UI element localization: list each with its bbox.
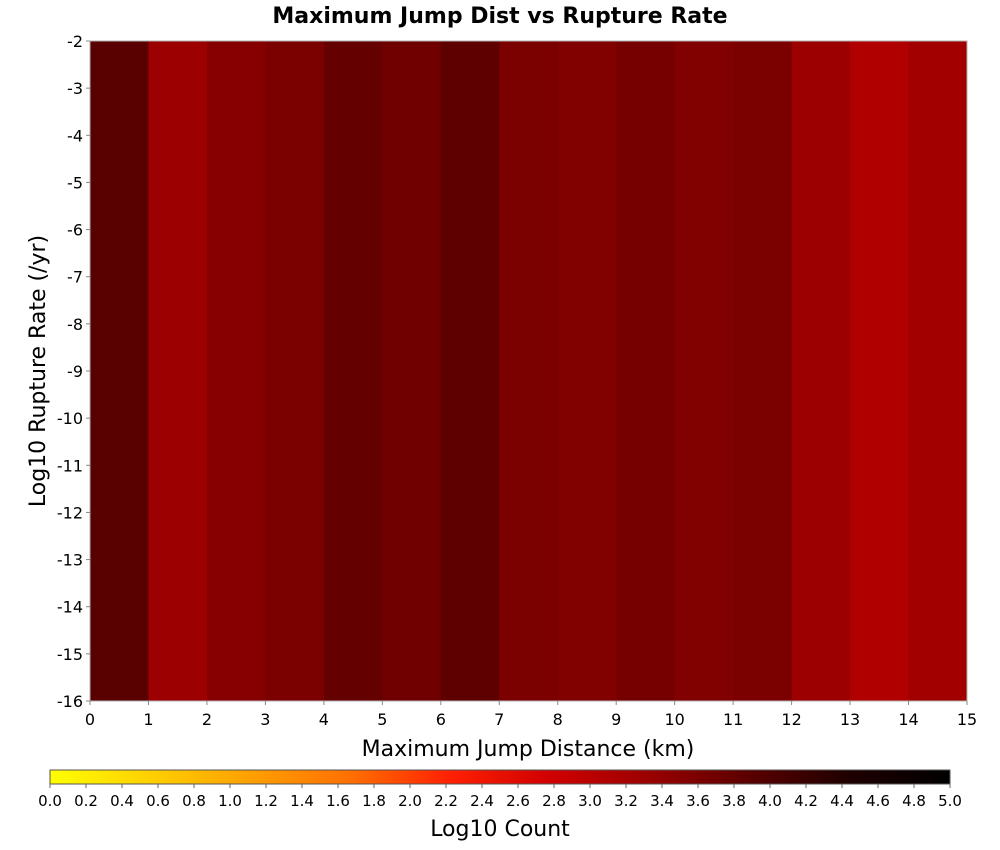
y-tick-label: -3 [67,79,83,98]
colorbar-tick-label: 3.0 [578,792,602,810]
colorbar-label: Log10 Count [430,817,570,842]
x-tick-label: 13 [840,710,860,729]
y-tick-label: -2 [67,32,83,51]
y-tick-label: -10 [57,409,83,428]
heatmap-cell [382,41,442,702]
heatmap-cell [499,41,559,702]
y-tick-label: -13 [57,551,83,570]
heatmap-cell [791,41,851,702]
x-tick-label: 1 [143,710,153,729]
colorbar-tick-label: 0.4 [110,792,134,810]
colorbar-tick-label: 5.0 [938,792,962,810]
heatmap-cell [323,41,383,702]
x-tick-label: 3 [260,710,270,729]
chart-title: Maximum Jump Dist vs Rupture Rate [272,4,727,29]
x-tick-label: 10 [664,710,684,729]
y-tick-label: -14 [57,598,83,617]
x-tick-label: 9 [611,710,621,729]
x-tick-label: 7 [494,710,504,729]
y-tick-label: -15 [57,645,83,664]
heatmap-cell [440,41,500,702]
colorbar-tick-label: 0.6 [146,792,170,810]
x-axis-label: Maximum Jump Distance (km) [362,737,695,762]
heatmap-cell [90,41,149,702]
y-tick-label: -16 [57,692,83,711]
heatmap-cell [908,41,968,702]
y-axis-label: Log10 Rupture Rate (/yr) [26,235,51,507]
x-tick-label: 0 [85,710,95,729]
colorbar-tick-label: 3.6 [686,792,710,810]
y-tick-label: -6 [67,221,83,240]
colorbar-tick-label: 0.8 [182,792,206,810]
y-tick-label: -11 [57,456,83,475]
y-tick-label: -4 [67,126,83,145]
x-tick-label: 5 [377,710,387,729]
x-axis-ticks: 0 1 2 3 4 5 6 7 8 9 10 11 12 13 14 15 [85,701,977,729]
colorbar-tick-label: 0.0 [38,792,62,810]
colorbar-tick-label: 1.0 [218,792,242,810]
x-tick-label: 8 [553,710,563,729]
heatmap-cell [557,41,617,702]
colorbar-tick-label: 4.4 [830,792,854,810]
heatmap-cell [148,41,208,702]
colorbar-ticks: 0.0 0.2 0.4 0.6 0.8 1.0 1.2 1.4 1.6 1.8 2.0 2.2 2.4 2… [38,784,962,810]
colorbar-tick-label: 1.2 [254,792,278,810]
colorbar-tick-label: 2.0 [398,792,422,810]
x-tick-label: 2 [202,710,212,729]
heatmap-cell [206,41,266,702]
colorbar-tick-label: 3.4 [650,792,674,810]
colorbar-tick-label: 3.8 [722,792,746,810]
colorbar-tick-label: 4.6 [866,792,890,810]
y-tick-label: -8 [67,315,83,334]
x-tick-label: 4 [319,710,329,729]
y-tick-label: -12 [57,503,83,522]
x-tick-label: 15 [957,710,977,729]
heatmap-cell [674,41,734,702]
colorbar-tick-label: 3.2 [614,792,638,810]
colorbar-tick-label: 0.2 [74,792,98,810]
x-tick-label: 11 [723,710,743,729]
heatmap-cell [616,41,676,702]
heatmap-cell [850,41,909,702]
colorbar-tick-label: 4.8 [902,792,926,810]
y-tick-label: -9 [67,362,83,381]
y-axis-ticks: -2 -3 -4 -5 -6 -7 -8 -9 -10 -11 -12 -13 -14 -15 -16 [57,32,90,711]
y-tick-label: -7 [67,268,83,287]
colorbar-tick-label: 1.6 [326,792,350,810]
colorbar-tick-label: 2.6 [506,792,530,810]
colorbar-tick-label: 4.2 [794,792,818,810]
colorbar-tick-label: 1.8 [362,792,386,810]
x-tick-label: 6 [436,710,446,729]
heatmap-cells [90,41,968,702]
x-tick-label: 14 [898,710,918,729]
heatmap-cell [265,41,325,702]
colorbar-tick-label: 2.8 [542,792,566,810]
colorbar-tick-label: 2.4 [470,792,494,810]
colorbar-tick-label: 2.2 [434,792,458,810]
colorbar-tick-label: 1.4 [290,792,314,810]
heatmap-cell [733,41,792,702]
y-tick-label: -5 [67,173,83,192]
colorbar-tick-label: 4.0 [758,792,782,810]
x-tick-label: 12 [781,710,801,729]
colorbar [49,769,951,785]
